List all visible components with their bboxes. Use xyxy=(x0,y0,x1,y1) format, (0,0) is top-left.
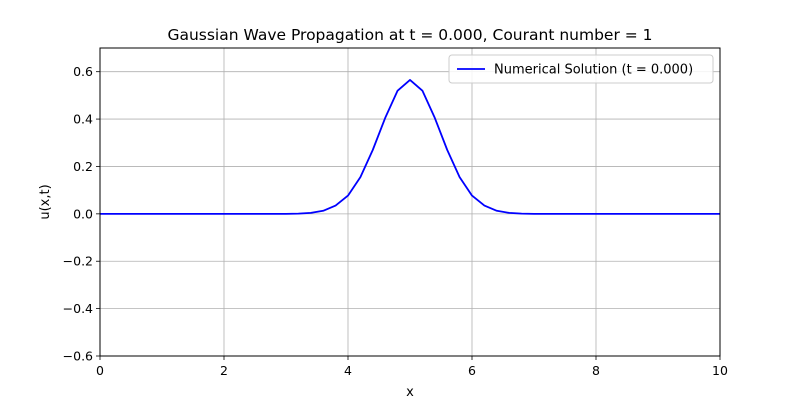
x-tick-label: 2 xyxy=(220,363,228,378)
y-axis-label: u(x,t) xyxy=(38,184,53,219)
y-tick-label: 0.6 xyxy=(73,64,93,79)
axis-ticks: 0 2 4 6 8 10 −0.6 −0.4 −0.2 0.0 0.2 0.4 0.6 xyxy=(63,64,728,378)
y-tick-label: 0.2 xyxy=(73,159,93,174)
x-tick-label: 0 xyxy=(96,363,104,378)
x-tick-label: 4 xyxy=(344,363,352,378)
y-tick-label: 0.0 xyxy=(73,206,93,221)
x-tick-label: 10 xyxy=(712,363,728,378)
y-tick-label: −0.6 xyxy=(63,349,93,364)
x-axis-label: x xyxy=(406,385,414,400)
legend: Numerical Solution (t = 0.000) xyxy=(448,54,714,84)
y-tick-label: −0.4 xyxy=(63,301,93,316)
y-tick-label: 0.4 xyxy=(73,112,93,127)
plot-frame xyxy=(99,47,721,357)
x-tick-label: 6 xyxy=(468,363,476,378)
legend-label: Numerical Solution (t = 0.000) xyxy=(494,63,693,78)
legend-box xyxy=(448,54,714,84)
y-tick-label: −0.2 xyxy=(63,254,93,269)
chart-title: Gaussian Wave Propagation at t = 0.000, … xyxy=(167,26,652,44)
series-lines xyxy=(100,79,720,215)
x-tick-label: 8 xyxy=(592,363,600,378)
series-line xyxy=(100,79,720,215)
